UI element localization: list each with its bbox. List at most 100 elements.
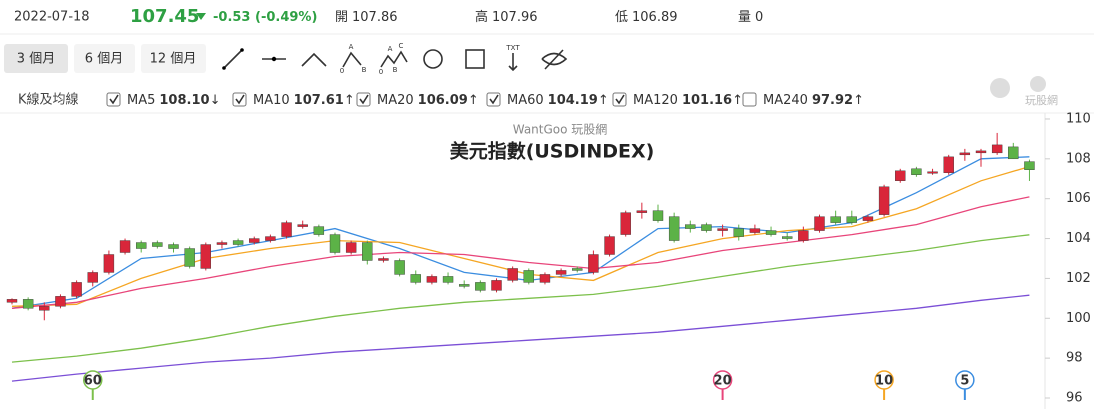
candle-body bbox=[604, 236, 615, 255]
legend-name: MA20 bbox=[377, 93, 414, 108]
field-value: 106.89 bbox=[632, 10, 678, 25]
legend-trend: ↑ bbox=[598, 93, 609, 108]
candle-body bbox=[71, 282, 82, 297]
candle-body bbox=[55, 296, 66, 307]
candle-body bbox=[798, 230, 809, 241]
legend-checkbox[interactable] bbox=[106, 92, 121, 107]
tool-hide[interactable] bbox=[541, 49, 568, 70]
legend-item: MA20 106.09↑ bbox=[377, 93, 479, 108]
range-label[interactable]: 12 個月 bbox=[150, 52, 197, 67]
field-label: 量 bbox=[738, 10, 751, 25]
range-button-active[interactable] bbox=[4, 44, 68, 73]
range-button[interactable] bbox=[74, 44, 135, 73]
candle-body bbox=[620, 212, 631, 235]
candle-body bbox=[539, 274, 551, 283]
legend-trend: ↑ bbox=[344, 93, 355, 108]
candle-body bbox=[830, 216, 841, 223]
change-pct: (-0.49%) bbox=[255, 10, 317, 25]
candle-body bbox=[555, 270, 567, 275]
legend-item: MA10 107.61↑ bbox=[253, 93, 355, 108]
watermark: WantGoo 玩股網 bbox=[513, 123, 608, 137]
candle-body bbox=[265, 236, 276, 241]
candle-body bbox=[636, 210, 648, 213]
icon-letter: C bbox=[399, 42, 404, 50]
price: 107.45 bbox=[130, 6, 199, 27]
range-label[interactable]: 3 個月 bbox=[17, 52, 55, 67]
marker bbox=[874, 370, 894, 390]
candle-body bbox=[668, 216, 680, 241]
legend-checkbox[interactable] bbox=[356, 92, 371, 107]
candle-body bbox=[1024, 161, 1035, 170]
candle-body bbox=[701, 224, 712, 231]
legend-trend: ↑ bbox=[732, 93, 743, 108]
legend-checkbox[interactable] bbox=[612, 92, 627, 107]
legend-name: MA5 bbox=[127, 93, 155, 108]
y-tick-label: 102 bbox=[1066, 271, 1091, 286]
legend-name: MA120 bbox=[633, 93, 678, 108]
y-tick-label: 96 bbox=[1066, 391, 1083, 406]
range-label[interactable]: 6 個月 bbox=[85, 52, 123, 67]
ma-line bbox=[11, 234, 1030, 363]
candle-body bbox=[426, 276, 438, 283]
candle-body bbox=[378, 258, 389, 261]
range-button[interactable] bbox=[141, 44, 206, 73]
legend-item: MA60 104.19↑ bbox=[507, 93, 609, 108]
candle-body bbox=[588, 254, 599, 273]
candle-body bbox=[103, 254, 115, 273]
candle-body bbox=[733, 228, 744, 237]
header-field: 開 107.86 bbox=[335, 10, 398, 25]
candle-body bbox=[6, 299, 18, 303]
y-tick-label: 110 bbox=[1066, 111, 1091, 126]
candle-body bbox=[975, 150, 987, 154]
legend-checkbox[interactable] bbox=[232, 92, 247, 107]
field-label: 高 bbox=[475, 9, 488, 25]
tool-rect[interactable] bbox=[465, 49, 485, 69]
icon-letter: 0 bbox=[340, 67, 344, 75]
candle-body bbox=[652, 210, 664, 221]
icon-letter: A bbox=[349, 43, 354, 51]
candle-body bbox=[345, 242, 357, 253]
y-tick-label: 104 bbox=[1066, 231, 1091, 246]
legend-checkbox[interactable] bbox=[742, 92, 757, 107]
legend-item: MA240 97.92↑ bbox=[763, 93, 864, 108]
y-tick-label: 100 bbox=[1066, 311, 1091, 326]
change: -0.53 (-0.49%) bbox=[213, 10, 317, 25]
logo-text: 玩股網 bbox=[1025, 93, 1058, 107]
tool-abc[interactable]: A 0 B bbox=[340, 43, 367, 75]
legend-name: MA240 bbox=[763, 93, 808, 108]
marker bbox=[83, 370, 103, 390]
candle-body bbox=[895, 170, 906, 181]
candle-body bbox=[959, 152, 971, 156]
legend-value: 104.19 bbox=[548, 93, 598, 108]
candle-body bbox=[216, 242, 228, 245]
legend-name: MA10 bbox=[253, 93, 290, 108]
candle-body bbox=[749, 228, 761, 233]
tool-circle[interactable] bbox=[423, 49, 443, 69]
candle-body bbox=[1008, 146, 1019, 160]
candle-body bbox=[943, 156, 954, 173]
candle-body bbox=[329, 234, 341, 253]
candle-body bbox=[782, 236, 793, 239]
legend-trend: ↑ bbox=[468, 93, 479, 108]
legend-value: 106.09 bbox=[418, 93, 468, 108]
legend-checkbox[interactable] bbox=[486, 92, 501, 107]
drawing-tools: A 0 B A C 0 B TXT bbox=[222, 42, 568, 76]
check-mark bbox=[615, 94, 625, 105]
field-value: 107.96 bbox=[492, 10, 538, 25]
legend-item: MA120 101.16↑ bbox=[633, 93, 743, 108]
candle-body bbox=[39, 306, 50, 311]
tool-line[interactable] bbox=[222, 48, 244, 70]
candle-body bbox=[200, 244, 212, 269]
tool-angle[interactable] bbox=[301, 52, 327, 67]
tool-abcd[interactable]: A C 0 B bbox=[379, 42, 408, 76]
candle-body bbox=[862, 216, 874, 221]
candle-body bbox=[152, 242, 163, 247]
candle-body bbox=[313, 226, 325, 235]
candle-body bbox=[297, 224, 308, 227]
tool-hline[interactable] bbox=[262, 56, 286, 62]
tool-text[interactable]: TXT bbox=[505, 44, 520, 72]
ma-line bbox=[11, 196, 1030, 309]
